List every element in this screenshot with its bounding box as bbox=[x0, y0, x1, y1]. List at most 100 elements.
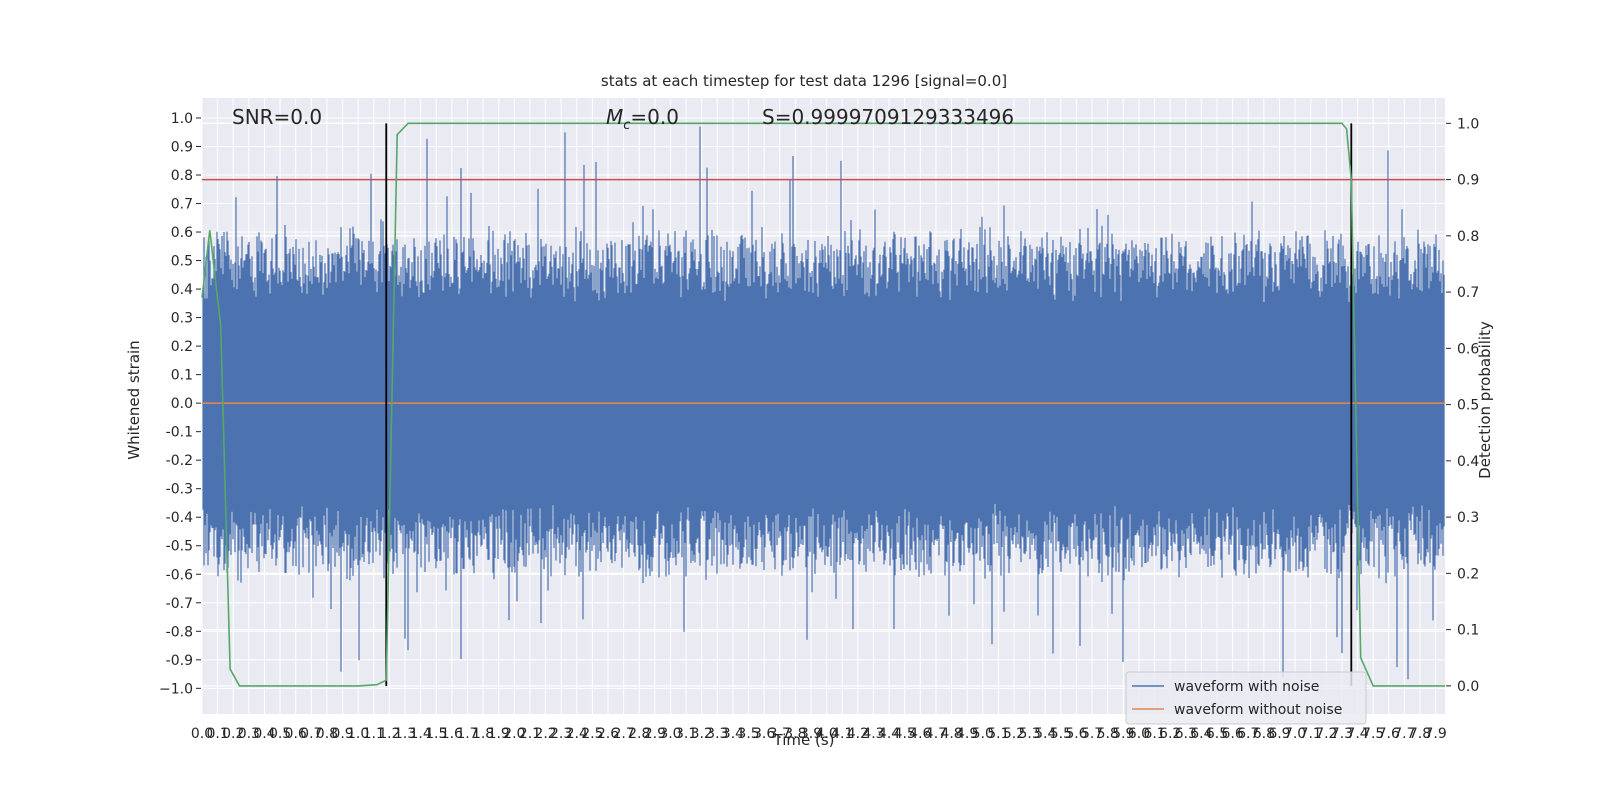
x-tick-label: 6.0 bbox=[1128, 726, 1150, 742]
legend-label-clean: waveform without noise bbox=[1174, 702, 1342, 718]
y2-tick-label: 0.9 bbox=[1457, 173, 1479, 189]
x-tick-label: 2.7 bbox=[612, 726, 634, 742]
x-tick-label: 5.3 bbox=[1018, 726, 1040, 742]
x-tick-label: 1.5 bbox=[425, 726, 447, 742]
x-tick-label: 3.1 bbox=[675, 726, 697, 742]
x-tick-label: 6.7 bbox=[1237, 726, 1259, 742]
y-tick-label: 0.8 bbox=[171, 168, 193, 184]
x-tick-label: 2.8 bbox=[628, 726, 650, 742]
x-tick-label: 3.5 bbox=[737, 726, 759, 742]
x-tick-label: 2.3 bbox=[550, 726, 572, 742]
y-tick-label: -0.2 bbox=[166, 453, 193, 469]
x-tick-label: 3.0 bbox=[659, 726, 681, 742]
x-tick-label: 1.3 bbox=[394, 726, 416, 742]
x-tick-label: 1.4 bbox=[409, 726, 431, 742]
x-tick-label: 0.3 bbox=[238, 726, 260, 742]
x-tick-label: 4.9 bbox=[956, 726, 978, 742]
x-tick-label: 3.3 bbox=[706, 726, 728, 742]
x-tick-label: 0.5 bbox=[269, 726, 291, 742]
x-tick-label: 6.9 bbox=[1268, 726, 1290, 742]
x-tick-label: 6.1 bbox=[1143, 726, 1165, 742]
x-tick-label: 4.4 bbox=[878, 726, 900, 742]
legend-box bbox=[1125, 671, 1367, 725]
x-tick-label: 7.2 bbox=[1315, 726, 1337, 742]
y-tick-label: 0.1 bbox=[171, 368, 193, 384]
y-tick-label: -0.5 bbox=[166, 539, 193, 555]
y2-tick-labels: 1.0 0.9 0.8 0.7 0.6 0.5 0.4 0.3 0.2 0.1 0.0 bbox=[1446, 116, 1479, 695]
x-tick-label: 1.2 bbox=[378, 726, 400, 742]
y2-tick-label: 0.1 bbox=[1457, 623, 1479, 639]
y2-axis-label: Detection probability bbox=[1476, 321, 1494, 479]
x-tick-label: 5.4 bbox=[1034, 726, 1056, 742]
x-tick-label: 3.7 bbox=[769, 726, 791, 742]
x-axis-label: Time (s) bbox=[773, 731, 835, 749]
x-tick-label: 6.5 bbox=[1206, 726, 1228, 742]
x-tick-label: 7.7 bbox=[1393, 726, 1415, 742]
x-tick-label: 2.6 bbox=[597, 726, 619, 742]
x-tick-label: 4.0 bbox=[815, 726, 837, 742]
snr-annotation: SNR=0.0 bbox=[232, 105, 322, 129]
y-axis-label: Whitened strain bbox=[125, 340, 143, 459]
x-tick-label: 5.6 bbox=[1065, 726, 1087, 742]
x-tick-label: 5.9 bbox=[1112, 726, 1134, 742]
chirp-mass-annotation: Mc=0.0 bbox=[606, 105, 679, 133]
y-tick-label: 0.2 bbox=[171, 339, 193, 355]
x-tick-label: 0.7 bbox=[300, 726, 322, 742]
x-tick-label: 0.0 bbox=[191, 726, 213, 742]
x-tick-label: 6.6 bbox=[1221, 726, 1243, 742]
y2-tick-label: 0.7 bbox=[1457, 285, 1479, 301]
x-tick-label: 7.1 bbox=[1300, 726, 1322, 742]
x-tick-label: 2.1 bbox=[519, 726, 541, 742]
x-tick-label: 4.6 bbox=[909, 726, 931, 742]
x-tick-label: 3.8 bbox=[784, 726, 806, 742]
y-tick-label: 0.0 bbox=[171, 396, 193, 412]
x-tick-label: 4.7 bbox=[925, 726, 947, 742]
x-tick-label: 2.5 bbox=[581, 726, 603, 742]
chirp-mass-subscript: c bbox=[623, 118, 630, 133]
y2-tick-label: 0.0 bbox=[1457, 679, 1479, 695]
chirp-mass-symbol: M bbox=[606, 105, 623, 129]
x-tick-label: 2.9 bbox=[644, 726, 666, 742]
y-tick-label: -0.9 bbox=[166, 653, 193, 669]
x-tick-label: 0.8 bbox=[316, 726, 338, 742]
x-tick-label: 4.5 bbox=[894, 726, 916, 742]
legend-label-noise: waveform with noise bbox=[1174, 679, 1319, 695]
y-tick-label: 0.4 bbox=[171, 282, 193, 298]
x-tick-label: 6.4 bbox=[1190, 726, 1212, 742]
x-tick-label: 3.2 bbox=[691, 726, 713, 742]
x-tick-label: 5.0 bbox=[972, 726, 994, 742]
y-tick-label: -0.4 bbox=[166, 510, 193, 526]
s-annotation: S=0.9999709129333496 bbox=[762, 105, 1014, 129]
y-tick-label: 1.0 bbox=[171, 111, 193, 127]
x-tick-label: 7.0 bbox=[1284, 726, 1306, 742]
x-tick-label: 6.8 bbox=[1253, 726, 1275, 742]
x-tick-label: 0.4 bbox=[253, 726, 275, 742]
x-tick-label: 4.3 bbox=[862, 726, 884, 742]
x-tick-label: 1.1 bbox=[363, 726, 385, 742]
y2-tick-label: 0.2 bbox=[1457, 566, 1479, 582]
y-tick-label: -0.1 bbox=[166, 425, 193, 441]
x-tick-label: 2.0 bbox=[503, 726, 525, 742]
x-tick-label: 4.1 bbox=[831, 726, 853, 742]
y2-tick-label: 0.4 bbox=[1457, 454, 1479, 470]
y-tick-label: -0.8 bbox=[166, 624, 193, 640]
x-tick-label: 2.4 bbox=[566, 726, 588, 742]
x-tick-label: 1.0 bbox=[347, 726, 369, 742]
x-tick-label: 7.6 bbox=[1378, 726, 1400, 742]
x-tick-label: 7.8 bbox=[1409, 726, 1431, 742]
x-tick-labels: 0.00.10.20.30.40.50.60.70.80.91.01.11.21… bbox=[191, 726, 1447, 742]
x-tick-label: 4.2 bbox=[847, 726, 869, 742]
chart-title: stats at each timestep for test data 129… bbox=[601, 72, 1007, 90]
x-tick-label: 1.8 bbox=[472, 726, 494, 742]
y-tick-label: 0.3 bbox=[171, 311, 193, 327]
x-tick-label: 2.2 bbox=[534, 726, 556, 742]
y2-tick-label: 1.0 bbox=[1457, 116, 1479, 132]
x-tick-label: 1.6 bbox=[441, 726, 463, 742]
x-tick-label: 5.1 bbox=[987, 726, 1009, 742]
x-tick-label: 7.5 bbox=[1362, 726, 1384, 742]
y-tick-label: 0.5 bbox=[171, 254, 193, 270]
y-tick-label: 0.9 bbox=[171, 139, 193, 155]
y2-tick-label: 0.8 bbox=[1457, 229, 1479, 245]
y-tick-label: -0.6 bbox=[166, 567, 193, 583]
